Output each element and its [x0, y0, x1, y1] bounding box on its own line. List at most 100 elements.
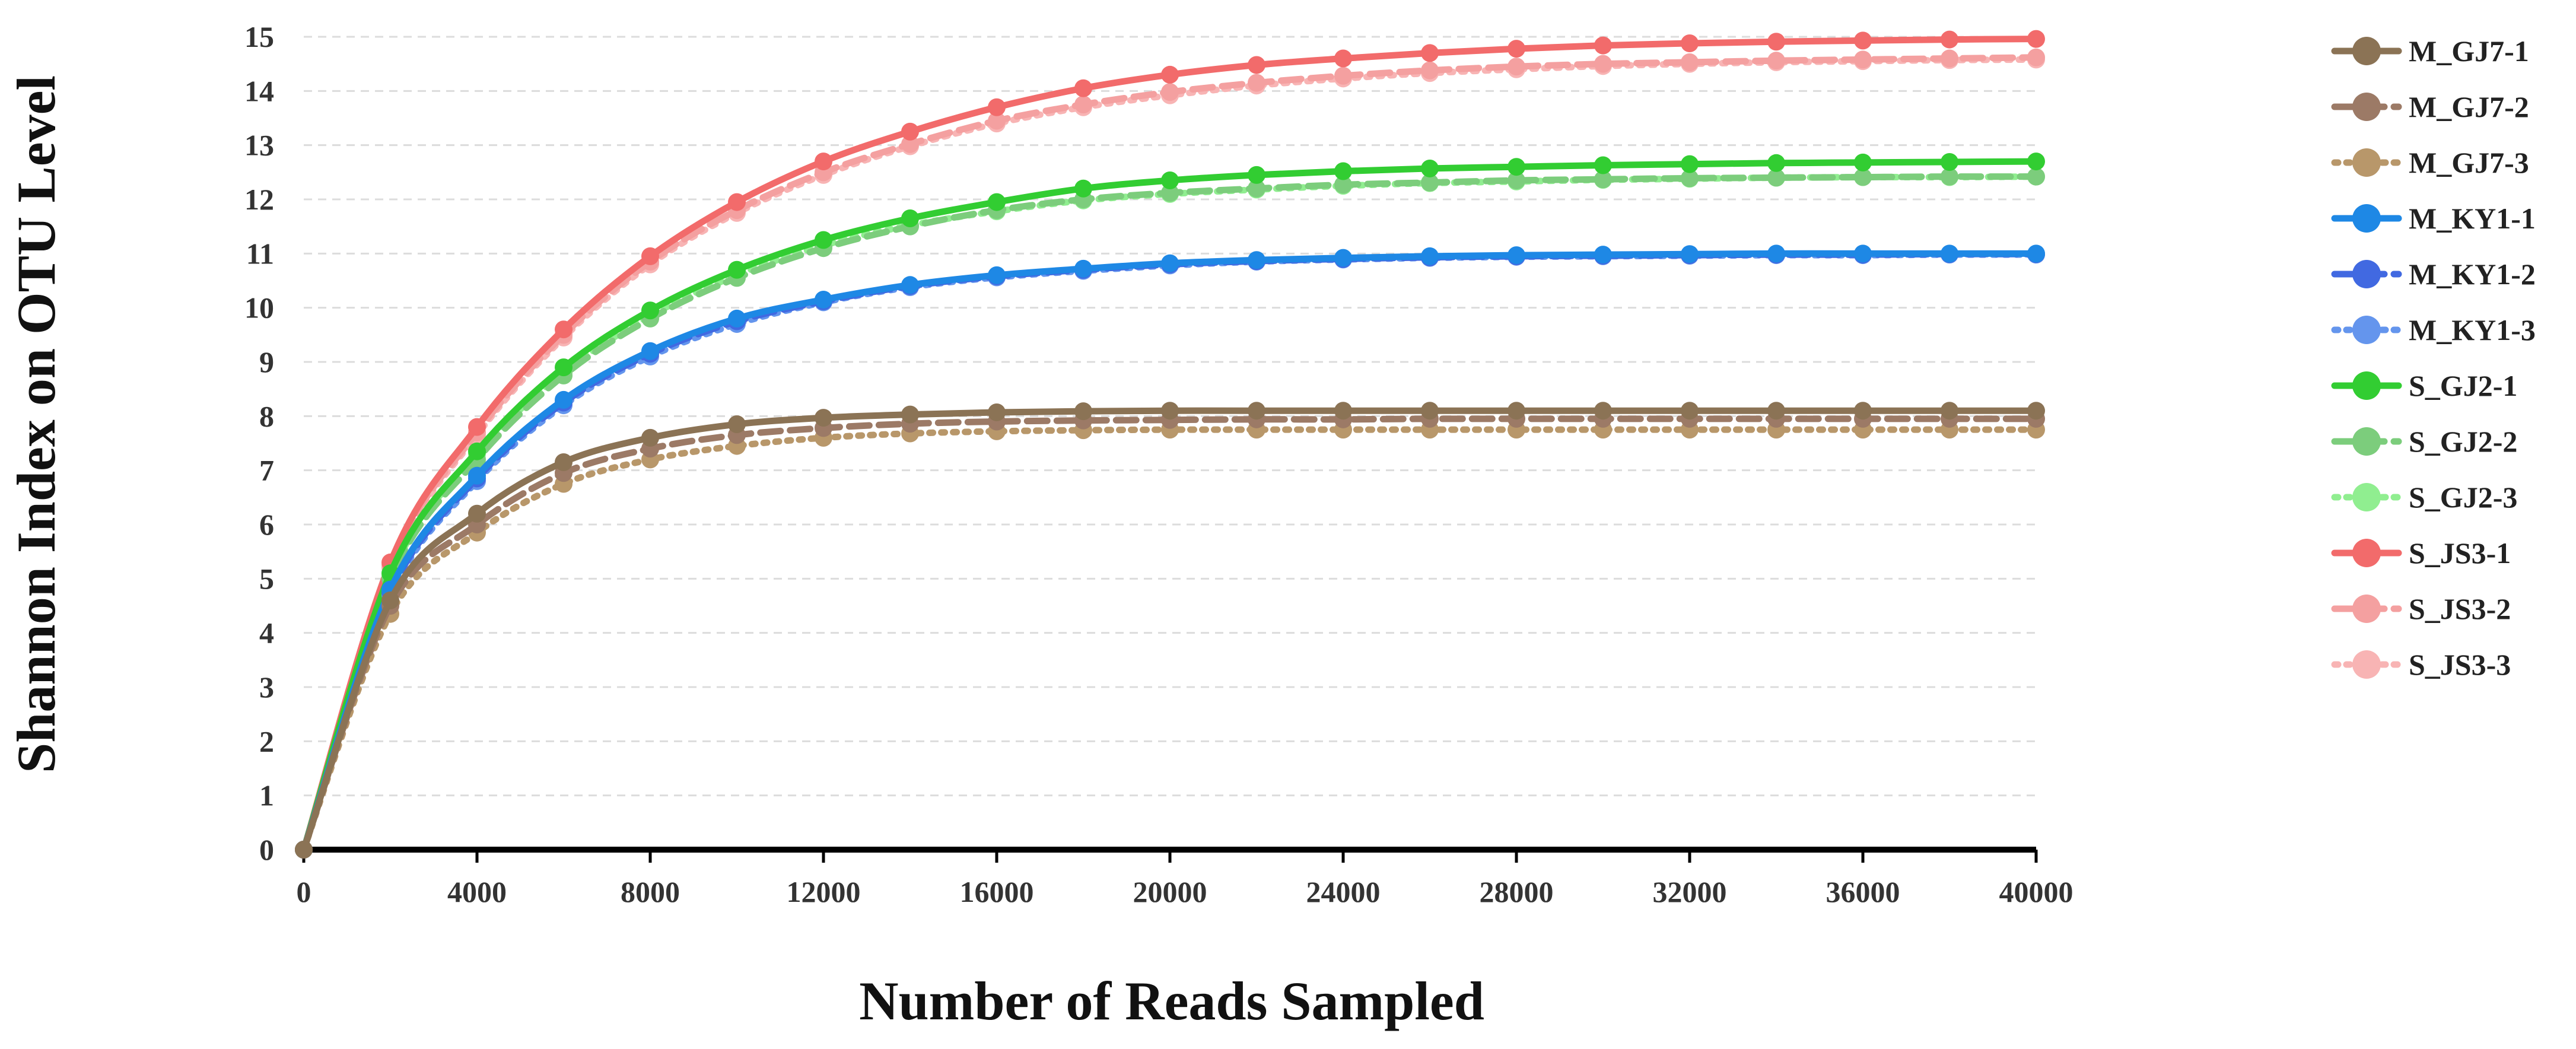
data-point [1594, 246, 1612, 264]
data-point [1941, 152, 1958, 171]
data-point [555, 320, 573, 339]
legend-item: M_KY1-3 [2331, 313, 2536, 347]
data-point [1681, 155, 1699, 173]
legend-swatch-marker [2352, 595, 2381, 623]
data-point [641, 247, 659, 265]
data-point [728, 260, 746, 279]
legend-item: M_GJ7-1 [2331, 34, 2529, 68]
legend-label: M_GJ7-1 [2409, 34, 2529, 68]
y-tick-label: 9 [259, 345, 274, 379]
legend-swatch-marker [2352, 148, 2381, 177]
legend-label: S_GJ2-3 [2409, 481, 2517, 514]
series-line [300, 426, 2040, 853]
series-line [300, 36, 2040, 853]
x-tick-label: 40000 [1999, 875, 2073, 908]
data-point [988, 193, 1006, 211]
data-point [1248, 179, 1265, 198]
legend-swatch-marker [2352, 93, 2381, 121]
data-point [1074, 402, 1092, 421]
data-point [1854, 50, 1872, 69]
data-point [1161, 171, 1179, 190]
data-point [2027, 30, 2045, 48]
y-tick-label: 2 [259, 724, 274, 758]
data-point [1594, 36, 1612, 55]
data-point [1334, 176, 1352, 194]
data-point [1681, 402, 1699, 420]
y-tick-label: 14 [244, 74, 274, 107]
data-point [1854, 244, 1872, 263]
data-point [1854, 153, 1872, 171]
data-point [1508, 171, 1525, 190]
data-point [1854, 168, 1872, 186]
data-point [295, 841, 313, 859]
data-point [1594, 170, 1612, 189]
data-point [901, 405, 919, 424]
data-point [641, 301, 659, 320]
data-point [1161, 83, 1179, 101]
data-point [641, 342, 659, 360]
series-line [300, 158, 2040, 853]
legend-swatch-marker [2352, 427, 2381, 456]
data-point [1248, 56, 1265, 74]
x-axis-title: Number of Reads Sampled [859, 971, 1484, 1031]
data-point [1941, 49, 1958, 68]
data-point [555, 453, 573, 471]
data-point [815, 290, 832, 309]
legend-label: S_JS3-2 [2409, 592, 2511, 625]
data-point [468, 442, 486, 460]
data-point [1767, 244, 1785, 263]
x-tick-label: 4000 [447, 875, 507, 908]
data-point [468, 504, 486, 523]
data-point [1767, 33, 1785, 51]
series-M_GJ7-2 [295, 409, 2045, 859]
data-point [1074, 96, 1092, 114]
legend-item: M_KY1-1 [2331, 202, 2536, 235]
x-tick-label: 36000 [1826, 875, 1900, 908]
data-point [1421, 61, 1439, 80]
data-point [815, 152, 832, 171]
legend-item: M_GJ7-2 [2331, 90, 2529, 123]
y-tick-label: 7 [259, 454, 274, 487]
legend-label: S_JS3-1 [2409, 536, 2511, 570]
data-point [815, 231, 832, 249]
y-tick-label: 5 [259, 562, 274, 595]
data-point [1508, 246, 1525, 265]
data-point [1334, 402, 1352, 420]
data-point [1594, 402, 1612, 420]
data-point [1767, 402, 1785, 420]
legend-swatch-marker [2352, 316, 2381, 344]
data-point [468, 466, 486, 485]
y-tick-label: 6 [259, 508, 274, 541]
series-S_JS3-1 [295, 30, 2045, 859]
legend-label: S_GJ2-1 [2409, 369, 2517, 402]
data-point [641, 428, 659, 447]
data-point [2027, 402, 2045, 420]
data-point [381, 591, 399, 609]
data-point [1767, 52, 1785, 70]
legend-item: S_GJ2-3 [2331, 481, 2517, 514]
y-tick-label: 11 [246, 237, 274, 270]
data-point [2027, 244, 2045, 263]
legend-label: M_GJ7-2 [2409, 90, 2529, 123]
data-point [1508, 402, 1525, 420]
legend-item: S_JS3-1 [2331, 536, 2511, 570]
x-tick-label: 0 [297, 875, 311, 908]
data-point [988, 112, 1006, 130]
data-point [1421, 173, 1439, 192]
legend-swatch-marker [2352, 260, 2381, 288]
data-point [1248, 251, 1265, 269]
data-point [1681, 245, 1699, 263]
y-tick-label: 13 [244, 129, 274, 162]
legend-item: S_GJ2-2 [2331, 425, 2517, 458]
data-point [1248, 166, 1265, 184]
legend-swatch-marker [2352, 483, 2381, 511]
data-point [2027, 152, 2045, 171]
data-point [901, 209, 919, 227]
y-tick-label: 1 [259, 779, 274, 812]
data-point [1767, 169, 1785, 187]
data-point [2027, 48, 2045, 66]
data-point [1161, 254, 1179, 272]
legend-swatch-marker [2352, 204, 2381, 233]
data-point [815, 409, 832, 427]
